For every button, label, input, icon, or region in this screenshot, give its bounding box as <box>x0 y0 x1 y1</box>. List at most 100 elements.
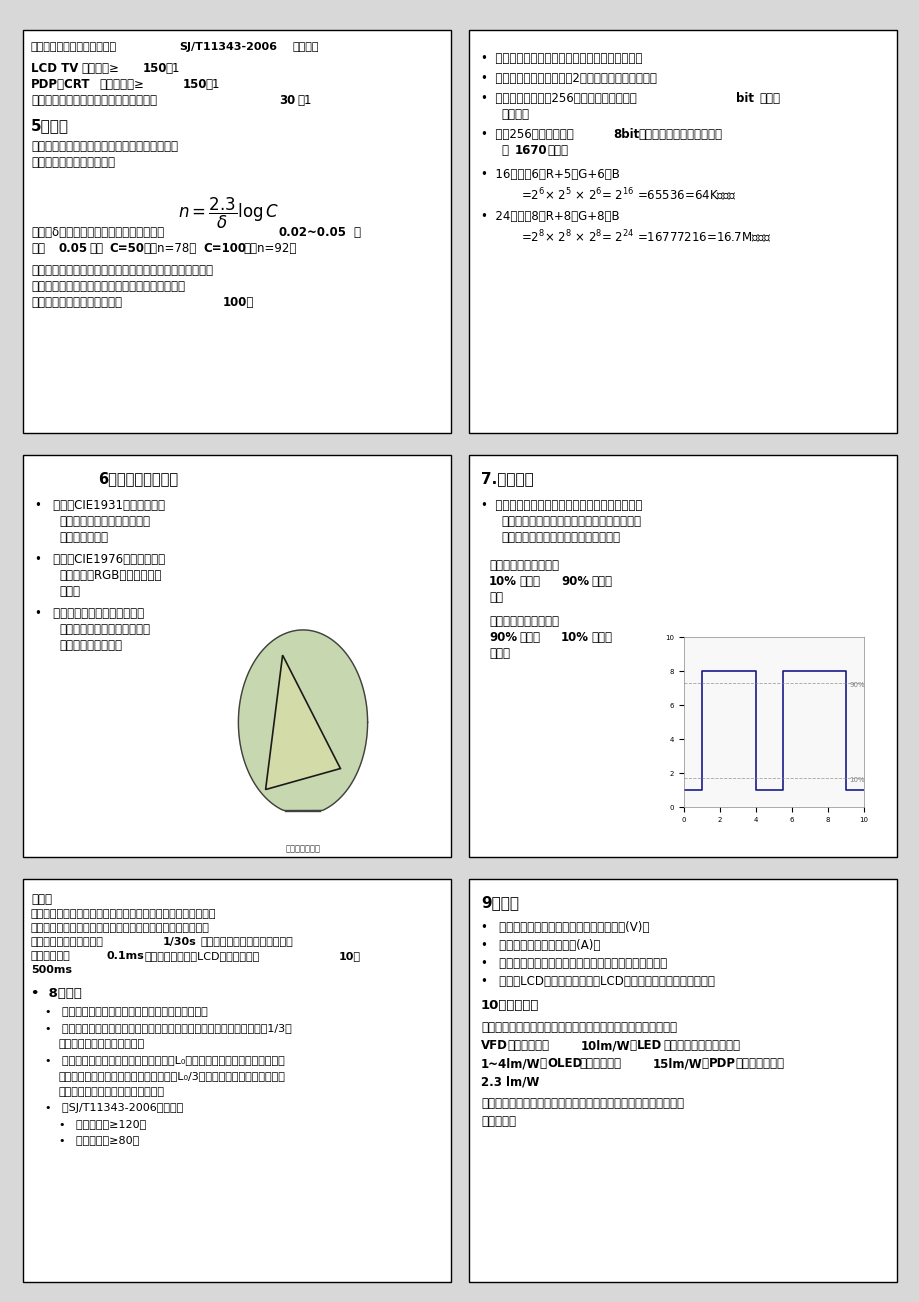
Text: 150: 150 <box>183 78 208 91</box>
Bar <box>23 454 450 857</box>
Bar <box>469 30 896 432</box>
Text: 所用的: 所用的 <box>590 574 611 587</box>
Text: 下降到: 下降到 <box>518 630 539 643</box>
Text: 100级: 100级 <box>222 296 254 309</box>
Text: 10%: 10% <box>561 630 588 643</box>
Text: ：1: ：1 <box>205 78 220 91</box>
Text: SJ/T11343-2006: SJ/T11343-2006 <box>179 42 277 52</box>
Text: =2$^8$× 2$^8$ × 2$^8$= 2$^{24}$ =16777216=16.7M种颜色: =2$^8$× 2$^8$ × 2$^8$= 2$^{24}$ =1677721… <box>520 228 770 245</box>
Text: 其中：δ是人眼对亮度差的分辨率，一般取: 其中：δ是人眼对亮度差的分辨率，一般取 <box>31 227 164 240</box>
Text: 0.1ms: 0.1ms <box>107 952 144 961</box>
Text: •   流过的电流称为消耗电流(A)。: • 流过的电流称为消耗电流(A)。 <box>481 939 600 952</box>
Text: 通常情况下，好的图像对比度至少要大于: 通常情况下，好的图像对比度至少要大于 <box>31 94 157 107</box>
Text: 时候的水平或垂直方向的视角: 时候的水平或垂直方向的视角 <box>59 1039 145 1049</box>
Bar <box>469 879 896 1282</box>
Text: 2.3 lm/W: 2.3 lm/W <box>481 1075 539 1088</box>
Text: 1~4lm/W: 1~4lm/W <box>481 1057 540 1070</box>
Text: 范围和鲜明程度: 范围和鲜明程度 <box>59 531 108 544</box>
Text: 5．灰度: 5．灰度 <box>31 118 69 133</box>
Text: •  所以256级灰度又称为: • 所以256级灰度又称为 <box>481 128 573 141</box>
Text: •  例如：将灰度分为256级，正好占据了八个: • 例如：将灰度分为256级，正好占据了八个 <box>481 92 636 105</box>
Text: •  8．视角: • 8．视角 <box>31 987 82 1000</box>
Text: 90%: 90% <box>561 574 588 587</box>
Text: •  在彩色显示时，灰度等级就表示各基色的等级。: • 在彩色显示时，灰度等级就表示各基色的等级。 <box>481 52 641 65</box>
Text: PDP，CRT: PDP，CRT <box>31 78 90 91</box>
Text: 所需要: 所需要 <box>590 630 611 643</box>
Text: ：1: ：1 <box>165 62 179 76</box>
Text: ，: ， <box>700 1057 708 1070</box>
Text: 8bit: 8bit <box>612 128 639 141</box>
Text: 和，为水平视角。垂直视角同理测量: 和，为水平视角。垂直视角同理测量 <box>59 1087 165 1098</box>
Text: ，而非主动发光的LCD的响应时间为: ，而非主动发光的LCD的响应时间为 <box>145 952 260 961</box>
Text: 中显示器的RGB三角形大小来: 中显示器的RGB三角形大小来 <box>59 569 161 582</box>
Text: 的对比度值≥: 的对比度值≥ <box>99 78 143 91</box>
Text: 显示器件一个像素的响应速度与显示图面整体的响应速度不一定: 显示器件一个像素的响应速度与显示图面整体的响应速度不一定 <box>31 909 216 919</box>
Text: 90%: 90% <box>848 682 864 687</box>
Text: •   一般用面向屏面的上下左右的有效视场角度来表示: • 一般用面向屏面的上下左右的有效视场角度来表示 <box>45 1008 208 1017</box>
Text: 对比度值≥: 对比度值≥ <box>81 62 119 76</box>
Text: 1/30s: 1/30s <box>163 937 197 948</box>
Text: 10%: 10% <box>848 777 864 783</box>
Text: =2$^6$× 2$^5$ × 2$^6$= 2$^{16}$ =65536=64K种颜色: =2$^6$× 2$^5$ × 2$^6$= 2$^{16}$ =65536=6… <box>520 186 736 203</box>
Text: 9．功耗: 9．功耗 <box>481 896 518 910</box>
Text: 10%: 10% <box>489 574 516 587</box>
Text: 时，n=92。: 时，n=92。 <box>243 242 296 255</box>
Text: •   反射式LCD功耗很低，透射式LCD实用背光源，功耗就不低了。: • 反射式LCD功耗很低，透射式LCD实用背光源，功耗就不低了。 <box>481 975 714 988</box>
Text: 灰度级。在彩色显示时，就: 灰度级。在彩色显示时，就 <box>637 128 721 141</box>
Text: LCD TV: LCD TV <box>31 62 78 76</box>
Text: 30: 30 <box>278 94 295 107</box>
Text: •   国际电工委员会对视角作了规定：距屏幕中心的亮度减小到最大亮度的1/3的: • 国际电工委员会对视角作了规定：距屏幕中心的亮度减小到最大亮度的1/3的 <box>45 1023 291 1034</box>
Text: 若取: 若取 <box>31 242 45 255</box>
Text: 中规定：: 中规定： <box>292 42 319 52</box>
Text: 6．色域和色域覆盖: 6．色域和色域覆盖 <box>98 470 178 486</box>
Text: 发光效率是发光型显示器件所发出的光通量和所消耗的功率之比: 发光效率是发光型显示器件所发出的光通量和所消耗的功率之比 <box>481 1021 676 1034</box>
Bar <box>469 454 896 857</box>
Text: 的发光效率为: 的发光效率为 <box>578 1057 620 1070</box>
Text: 眼睛可分辨的最大灰度层次为: 眼睛可分辨的最大灰度层次为 <box>31 296 122 309</box>
Text: 人眼能分辨的亮度层次为：: 人眼能分辨的亮度层次为： <box>31 156 115 169</box>
Text: OLED: OLED <box>547 1057 582 1070</box>
Text: 接近中心越靠近白色: 接近中心越靠近白色 <box>59 639 122 652</box>
Text: 间都可以小于: 间都可以小于 <box>31 952 71 961</box>
Text: •   驱动显示器件所施加的电压称为工作电压(V)，: • 驱动显示器件所施加的电压称为工作电压(V)， <box>481 922 649 935</box>
Text: PDP: PDP <box>709 1057 735 1070</box>
Text: ，: ， <box>539 1057 545 1070</box>
Text: 是: 是 <box>501 145 507 158</box>
Text: 时间: 时间 <box>489 591 503 604</box>
Text: 10lm/W: 10lm/W <box>581 1039 630 1052</box>
Text: 一样，一般使用比较实用的方法，即图面整体响应速度来表示: 一样，一般使用比较实用的方法，即图面整体响应速度来表示 <box>31 923 210 934</box>
Text: 。: 。 <box>353 227 359 240</box>
Text: 发光效率约为: 发光效率约为 <box>506 1039 549 1052</box>
Text: 机空间。: 机空间。 <box>501 108 528 121</box>
Text: •   工作电压与消耗电流的乘积就是显示器件的消耗功率。: • 工作电压与消耗电流的乘积就是显示器件的消耗功率。 <box>481 957 666 970</box>
Text: 图：色度图示意: 图：色度图示意 <box>285 844 320 853</box>
Text: •   在SJ/T11343-2006中规定：: • 在SJ/T11343-2006中规定： <box>45 1103 183 1113</box>
Text: C=50: C=50 <box>108 242 144 255</box>
Text: 500ms: 500ms <box>31 965 72 975</box>
Text: 的发光效率只有: 的发光效率只有 <box>734 1057 783 1070</box>
Polygon shape <box>238 630 368 811</box>
Text: 发光效率决定了显示器件工作时的功率消耗，这对便携式显示器件: 发光效率决定了显示器件工作时的功率消耗，这对便携式显示器件 <box>481 1098 683 1111</box>
Text: 时，n=78，: 时，n=78， <box>142 242 196 255</box>
Bar <box>23 879 450 1282</box>
Text: 0.05: 0.05 <box>59 242 88 255</box>
Text: •   垂直可视角≥80度: • 垂直可视角≥80度 <box>59 1135 139 1146</box>
Text: 灰度指图像的黑白亮度之间的一系列过渡层次，: 灰度指图像的黑白亮度之间的一系列过渡层次， <box>31 141 177 154</box>
Text: 的计算: 的计算 <box>758 92 779 105</box>
Text: •   通常用CIE1976均匀色度坐标: • 通常用CIE1976均匀色度坐标 <box>35 552 165 565</box>
Text: bit: bit <box>735 92 754 105</box>
Text: 结论：灰度与图像对比度成正比，并受图像最大对比度的限: 结论：灰度与图像对比度成正比，并受图像最大对比度的限 <box>31 264 213 277</box>
Text: 上升到: 上升到 <box>518 574 539 587</box>
Text: 可见光谱色域表示显示颜色的: 可见光谱色域表示显示颜色的 <box>59 514 150 527</box>
Text: 下降时间：图像亮度从: 下降时间：图像亮度从 <box>489 615 559 628</box>
Text: 15lm/W: 15lm/W <box>652 1057 702 1070</box>
Text: •  现代显示技术中，通常用2的整数次幂来划分灰度级: • 现代显示技术中，通常用2的整数次幂来划分灰度级 <box>481 72 656 85</box>
Text: 数字电视液晶显示器通用规范: 数字电视液晶显示器通用规范 <box>31 42 117 52</box>
Text: 随其材料不同发光效率在: 随其材料不同发光效率在 <box>663 1039 739 1052</box>
Text: •   测量方法：首先测量屏幕中心的亮度为L₀，然后水平移动测量仪器的位置，: • 测量方法：首先测量屏幕中心的亮度为L₀，然后水平移动测量仪器的位置， <box>45 1056 285 1065</box>
Text: 万全色: 万全色 <box>547 145 567 158</box>
Polygon shape <box>266 655 340 789</box>
Text: 间，响应时间等于上升时间加下降时间: 间，响应时间等于上升时间加下降时间 <box>501 531 619 544</box>
Text: 分别在中心点的左右水平方向测得亮度为L₀/3时，得到的左视角和右视角之: 分别在中心点的左右水平方向测得亮度为L₀/3时，得到的左视角和右视角之 <box>59 1072 286 1082</box>
Text: ，则: ，则 <box>89 242 103 255</box>
